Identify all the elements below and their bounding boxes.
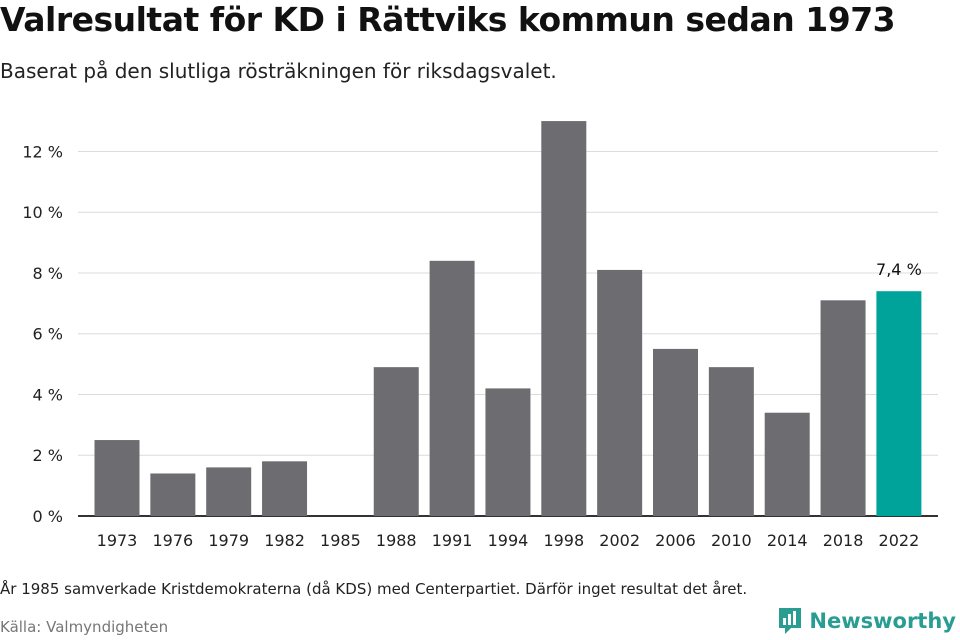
bar-1991 bbox=[429, 260, 475, 516]
y-tick-label: 4 % bbox=[33, 385, 63, 404]
x-tick-label: 1991 bbox=[432, 531, 473, 550]
chart-subtitle: Baserat på den slutliga rösträkningen fö… bbox=[0, 59, 557, 83]
y-tick-label: 8 % bbox=[33, 264, 63, 283]
x-tick-label: 1985 bbox=[320, 531, 361, 550]
x-tick-label: 1973 bbox=[97, 531, 138, 550]
logo-text: Newsworthy bbox=[809, 609, 956, 633]
chart-footnote: År 1985 samverkade Kristdemokraterna (då… bbox=[0, 580, 748, 598]
x-tick-label: 1976 bbox=[152, 531, 193, 550]
newsworthy-logo-icon bbox=[779, 608, 802, 634]
bar-1976 bbox=[150, 473, 196, 516]
newsworthy-logo: Newsworthy bbox=[777, 606, 956, 636]
x-tick-label: 2006 bbox=[655, 531, 696, 550]
x-tick-label: 2018 bbox=[823, 531, 864, 550]
y-tick-label: 10 % bbox=[22, 203, 63, 222]
bar-2014 bbox=[764, 412, 810, 516]
bar-1988 bbox=[373, 367, 419, 516]
bar-2022 bbox=[876, 291, 922, 516]
x-tick-label: 2010 bbox=[711, 531, 752, 550]
x-tick-label: 1982 bbox=[264, 531, 305, 550]
axis-labels: 0 % 2 % 4 % 6 % 8 % 10 % 12 % 1973 1976 1979 1982 1… bbox=[22, 142, 921, 550]
bar-2010 bbox=[708, 367, 754, 516]
bars bbox=[94, 121, 922, 517]
bar-1994 bbox=[485, 388, 531, 516]
source-credit: Källa: Valmyndigheten bbox=[0, 618, 169, 636]
x-tick-label: 1988 bbox=[376, 531, 417, 550]
y-tick-label: 6 % bbox=[33, 325, 63, 344]
x-tick-label: 2002 bbox=[599, 531, 640, 550]
bar-2006 bbox=[653, 348, 698, 516]
x-tick-label: 1979 bbox=[208, 531, 249, 550]
bar-1979 bbox=[206, 467, 252, 516]
y-tick-label: 0 % bbox=[33, 507, 63, 526]
bar-1973 bbox=[94, 440, 140, 516]
x-tick-label: 1994 bbox=[488, 531, 529, 550]
bar-2002 bbox=[597, 269, 643, 516]
x-tick-label: 2014 bbox=[767, 531, 808, 550]
bar-chart: 0 % 2 % 4 % 6 % 8 % 10 % 12 % 1973 1976 1979 1982 1… bbox=[22, 121, 938, 550]
y-tick-label: 12 % bbox=[22, 142, 63, 161]
bar-1998 bbox=[541, 121, 587, 517]
data-label: 7,4 % bbox=[876, 260, 922, 279]
chart-title: Valresultat för KD i Rättviks kommun sed… bbox=[0, 0, 896, 39]
y-tick-label: 2 % bbox=[33, 446, 63, 465]
bar-1982 bbox=[262, 461, 308, 516]
x-tick-label: 1998 bbox=[543, 531, 584, 550]
x-tick-label: 2022 bbox=[879, 531, 920, 550]
bar-2018 bbox=[820, 300, 866, 516]
